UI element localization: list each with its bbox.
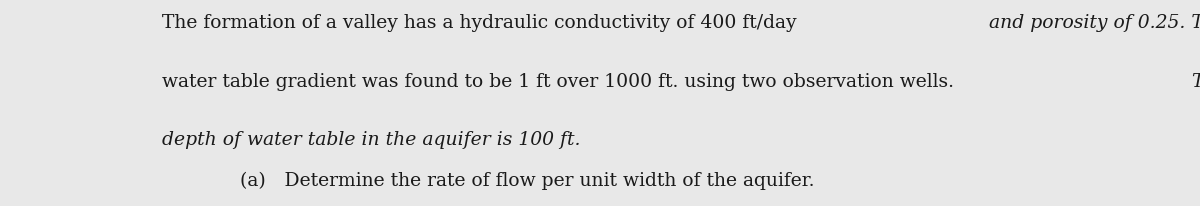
Text: The average: The average [1192,73,1200,91]
Text: The formation of a valley has a hydraulic conductivity of 400 ft/day: The formation of a valley has a hydrauli… [162,14,803,32]
Text: (a) Determine the rate of flow per unit width of the aquifer.: (a) Determine the rate of flow per unit … [240,171,815,189]
Text: and porosity of 0.25. The: and porosity of 0.25. The [989,14,1200,32]
Text: depth of water table in the aquifer is 100 ft.: depth of water table in the aquifer is 1… [162,131,581,149]
Text: water table gradient was found to be 1 ft over 1000 ft. using two observation we: water table gradient was found to be 1 f… [162,73,960,91]
